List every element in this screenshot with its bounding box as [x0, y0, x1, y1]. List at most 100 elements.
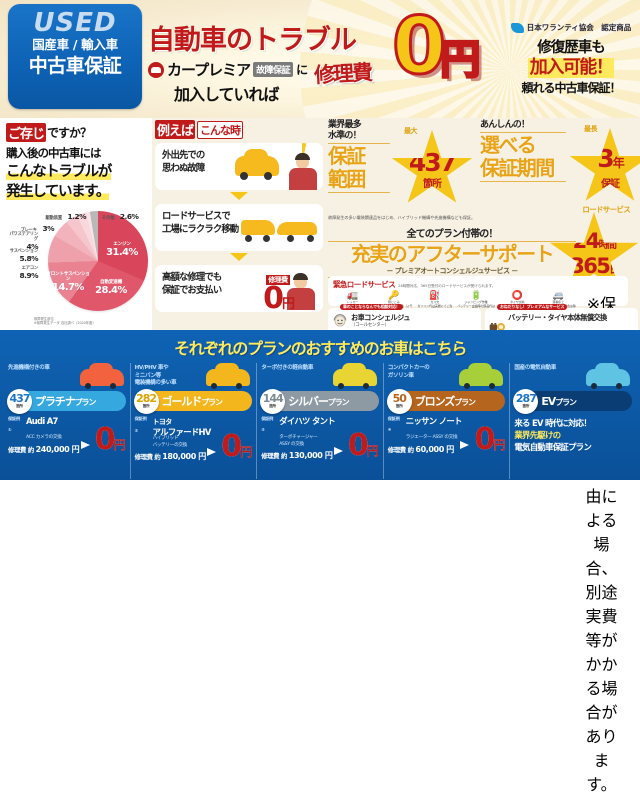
plan-bronze[interactable]: コンパクトカーの ガソリン車 50 箇所 ブロンズプラン 保証例: [384, 363, 511, 479]
example-zero-badge: 修理費 0円: [263, 267, 295, 312]
association-row: 日本ワランティ協会 認定商品: [505, 22, 637, 33]
plan-silver-label-main: シルバー: [288, 395, 329, 408]
road-service-hours-wrap: 24時間: [573, 231, 617, 256]
scope-rule-top: [328, 143, 390, 144]
battery-tire-icon: [489, 323, 505, 331]
plan-silver-label: シルバープラン: [288, 393, 349, 409]
after-support-block: 全てのプラン付帯の！ 充実のアフターサポート － プレミアオートコンシェルジュサ…: [328, 225, 576, 279]
plan-ev[interactable]: 国産の電気自動車 287 箇所 EVプラン 来る EV 時代に対応！ 業界先駆け…: [510, 363, 636, 479]
headline-trouble: 自動車のトラブル: [148, 25, 357, 56]
plan-platinum-name-bar[interactable]: 437 箇所 プラチナプラン: [7, 388, 126, 414]
pie-label-aircon-name: エアコン: [21, 266, 39, 271]
association-label: 日本ワランティ協会 認定商品: [526, 23, 632, 32]
emergency-item-label: ガス欠: [430, 300, 440, 304]
plan-gold-fee-approx: 約: [154, 453, 161, 461]
plan-platinum-caption: 先進機構付きの車: [8, 365, 50, 371]
plan-bronze-zero-number: 0: [474, 421, 495, 457]
tatoeba-heading: 例えば こんな時: [155, 120, 323, 139]
brand-name: カープレミア: [167, 61, 251, 79]
chart-footnote-source: ※故障発生データ 自社調べ（2020年度）: [34, 321, 96, 326]
battery-icon: 🔋: [470, 291, 482, 301]
period-title: 選べる 保証期間: [480, 134, 572, 180]
period-star: 3年 保証: [569, 128, 640, 201]
plan-platinum-fee-label: 修理費: [8, 445, 26, 454]
arrow-right-icon: [460, 440, 470, 449]
plans-section: それぞれのプランのおすすめのお車はこちら 先進機構付きの車 437 箇所 プラチ…: [0, 330, 640, 480]
plan-bronze-badge-unit: 箇所: [395, 403, 403, 408]
plan-bronze-label: ブロンズプラン: [415, 393, 476, 409]
gozonji-red: ご存じ: [6, 123, 47, 142]
plan-bronze-car-brand: ニッサン: [405, 416, 437, 426]
plans-list: 先進機構付きの車 437 箇所 プラチナプラン 保証例 Audi A7: [0, 359, 640, 479]
tatoeba-red: 例えば: [155, 120, 196, 139]
after-support-title: 充実のアフターサポート: [351, 242, 555, 266]
plan-gold-zero-unit: 円: [240, 445, 252, 459]
plan-silver-name-bar[interactable]: 144 箇所 シルバープラン: [260, 388, 379, 414]
trouble-stats-panel: ご存じ ですか？ 購入後の中古車には こんなトラブルが 発生しています。 エンジ…: [0, 118, 152, 330]
plan-silver-body: 保証例 ダイハツ タント ③ ターボチャージャー ASSY の交換 修理費 約 …: [261, 416, 379, 461]
scope-star-unit: 箇所: [423, 178, 442, 190]
pie-slice-transmission-value: 28.4%: [95, 284, 127, 296]
arrow-right-icon: [207, 448, 217, 456]
pie-label-suspension-value: 5.8%: [19, 253, 39, 263]
plan-silver[interactable]: ターボ付きの軽自動車 144 箇所 シルバープラン 保証例: [257, 363, 384, 479]
plan-silver-zero-number: 0: [347, 428, 369, 463]
plan-silver-caption: ターボ付きの軽自動車: [261, 365, 314, 371]
pie-label-other: その他 2.6%: [102, 205, 146, 223]
pie-chart: エンジン 31.4% 自動変速機 28.4% フロントサスペンション 14.7%…: [6, 205, 158, 326]
pie-slice-engine: エンジン 31.4%: [102, 242, 142, 258]
plan-bronze-rank: ④: [387, 427, 392, 432]
pie-label-suspension: サスペンション 5.8%: [6, 249, 39, 263]
plan-ev-caption: 国産の電気自動車: [514, 365, 556, 371]
plan-bronze-name-bar[interactable]: 50 箇所 ブロンズプラン: [386, 388, 506, 414]
service-battery-tire-title: バッテリー・タイヤ本体無償交換: [508, 313, 607, 322]
plan-platinum-label-main: プラチナ: [35, 395, 76, 408]
road-service-star-caption: ロードサービス: [582, 205, 630, 214]
plan-platinum[interactable]: 先進機構付きの車 437 箇所 プラチナプラン 保証例 Audi A7: [4, 363, 131, 479]
road-service-days: 365: [570, 254, 611, 278]
plan-gold-rank-row: ②: [135, 428, 253, 434]
lead-line-1: 購入後の中古車には: [6, 146, 102, 160]
pie-slice-transmission: 自動変速機 28.4%: [88, 280, 134, 296]
header-right-block: 日本ワランティ協会 認定商品 修復歴車も 加入可能！ 頼れる中古車保証！: [505, 22, 637, 96]
tire-icon: ⭕: [511, 291, 523, 301]
after-support-caption: 全てのプラン付帯の！: [406, 229, 499, 240]
emergency-item-label: レッカー: [346, 300, 359, 304]
chart-footnote: 故障発生部位 ※故障発生データ 自社調べ（2020年度）: [34, 317, 124, 326]
period-star-number: 3: [597, 143, 614, 173]
plan-platinum-zero-number: 0: [94, 421, 116, 457]
scope-star-badge: 最大: [404, 127, 418, 135]
pie-label-drivetrain: 駆動装置 1.2%: [42, 205, 87, 223]
plan-ev-line3: 電気自動車保証プラン: [514, 442, 592, 452]
plan-silver-zero: 0円: [348, 431, 379, 465]
plan-silver-zero-unit: 円: [366, 444, 379, 458]
scope-star-number: 437: [408, 147, 457, 177]
plan-ev-badge-unit: 箇所: [522, 403, 530, 408]
plan-ev-badge-number: 287: [515, 391, 537, 405]
plan-platinum-part: ACC カメラの交換: [26, 435, 62, 440]
plan-bronze-badge-number: 50: [392, 391, 407, 405]
plan-bronze-caption: コンパクトカーの ガソリン車: [387, 365, 430, 379]
service-concierge-inner: お車コンシェルジュ （コールセンター）: [332, 313, 477, 328]
plan-gold[interactable]: HV/PHV 車や ミニバン等 電装機構の多い車 282 箇所 ゴールドプラン …: [131, 363, 258, 479]
plan-gold-car-model: アルファードHV: [152, 427, 212, 437]
plan-bronze-part: ラジエーター ASSY の交換: [405, 435, 458, 440]
plan-gold-name-bar[interactable]: 282 箇所 ゴールドプラン: [133, 388, 253, 414]
pie-label-drivetrain-name: 駆動装置: [45, 216, 63, 221]
plan-platinum-example-label: 保証例: [8, 416, 20, 421]
pie-slice-front-suspension-value: 14.7%: [52, 281, 84, 293]
pie-circle: [48, 211, 148, 311]
feature-row: 業界最多 水準の！ 保証 範囲 最大 437 箇所: [328, 120, 640, 220]
lead-line-2a: こんなトラブルが: [6, 164, 112, 180]
pie-label-other-name: その他: [102, 216, 115, 221]
example-step-3-text: 高額な修理でも 保証でお支払い: [162, 271, 316, 297]
example-step-3-line1: 高額な修理でも: [162, 272, 222, 283]
pie-slice-engine-value: 31.4%: [106, 246, 138, 258]
used-car-warranty-badge: USED 国産車 / 輸入車 中古車保証: [8, 4, 142, 109]
repair-fee-label: 修理費: [313, 60, 372, 88]
service-concierge-subtitle: （コールセンター）: [351, 323, 389, 328]
plan-ev-name-bar[interactable]: 287 箇所 EVプラン: [513, 388, 632, 414]
zero-number: 0: [390, 2, 447, 92]
plan-gold-top: HV/PHV 車や ミニバン等 電装機構の多い車: [135, 363, 253, 391]
